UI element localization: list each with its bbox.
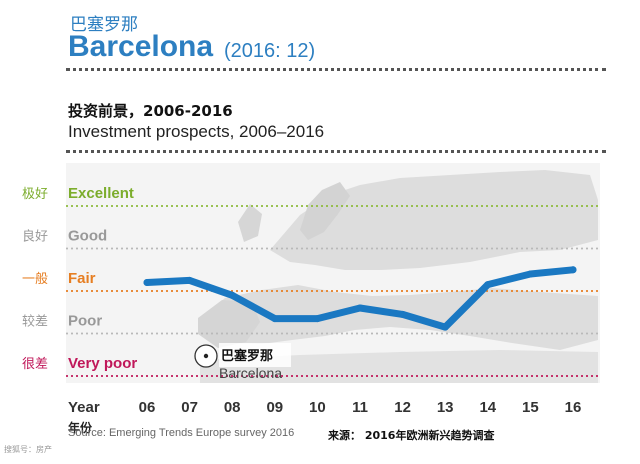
x-axis: Year 年份 06 07 08 09 10 11 12 13 14 15 16 (68, 399, 581, 435)
level-label-excellent: Excellent (68, 185, 134, 202)
series-point-13 (441, 323, 449, 331)
series-point-15 (526, 270, 534, 278)
map-landmass-north (270, 170, 598, 270)
map-background (66, 163, 600, 383)
x-tick-09: 09 (266, 399, 283, 416)
map-landmass-iberia (198, 300, 260, 348)
watermark: 搜狐号：房产 (4, 445, 52, 454)
x-tick-12: 12 (394, 399, 411, 416)
x-tick-14: 14 (479, 399, 496, 416)
x-tick-10: 10 (309, 399, 326, 416)
source-note: Source: Emerging Trends Europe survey 20… (68, 427, 295, 439)
city-rank: (2016: 12) (224, 40, 316, 62)
x-axis-title-chinese: 年份 (68, 420, 93, 435)
series-point-14 (484, 281, 492, 289)
x-tick-08: 08 (224, 399, 241, 416)
barcelona-marker: 巴塞罗那 Barcelona (194, 343, 291, 381)
level-label-chinese-good: 良好 (22, 229, 48, 245)
x-axis-title: Year (68, 399, 100, 416)
series-point-07 (186, 276, 194, 284)
level-label-chinese-fair: 一般 (22, 271, 48, 287)
barcelona-marker-dot (203, 353, 209, 359)
series-points (143, 266, 577, 331)
level-label-poor: Poor (68, 313, 102, 330)
level-label-good: Good (68, 228, 107, 245)
level-label-chinese-excellent: 极好 (22, 187, 48, 202)
barcelona-label-chinese: 巴塞罗那 (221, 348, 273, 364)
x-tick-06: 06 (139, 399, 156, 416)
series-point-10 (313, 315, 321, 323)
x-tick-16: 16 (565, 399, 582, 416)
level-label-very-poor: Very poor (68, 355, 137, 372)
city-name-chinese: 巴塞罗那 (70, 15, 138, 35)
x-tick-13: 13 (437, 399, 454, 416)
series-point-16 (569, 266, 577, 274)
source-note-chinese: 来源： 2016年欧洲新兴趋势调查 (328, 429, 495, 442)
series-point-09 (271, 315, 279, 323)
level-labels: 极好 Excellent 良好 Good 一般 Fair 较差 Poor 很差 Very poor (22, 185, 137, 372)
x-tick-15: 15 (522, 399, 539, 416)
level-label-chinese-poor: 较差 (22, 315, 48, 330)
chart-top-divider (66, 150, 606, 153)
city-name: Barcelona (68, 30, 214, 63)
series-point-11 (356, 304, 364, 312)
series-point-08 (228, 291, 236, 299)
subtitle: Investment prospects, 2006–2016 (68, 122, 325, 141)
barcelona-label: Barcelona (219, 365, 282, 381)
map-landmass-africa (200, 350, 598, 383)
map-landmass-uk (238, 204, 262, 242)
series-point-06 (143, 279, 151, 286)
level-label-chinese-very-poor: 很差 (22, 357, 48, 372)
x-tick-11: 11 (352, 399, 368, 416)
barcelona-label-box (219, 343, 291, 367)
x-tick-07: 07 (181, 399, 198, 416)
level-label-fair: Fair (68, 270, 96, 287)
x-tick-labels: 06 07 08 09 10 11 12 13 14 15 16 (139, 399, 582, 416)
map-landmass-scandinavia (300, 182, 350, 240)
level-reference-lines (66, 205, 600, 377)
top-divider (66, 68, 606, 71)
subtitle-chinese: 投资前景，2006-2016 (68, 102, 233, 120)
series-point-12 (399, 310, 407, 318)
